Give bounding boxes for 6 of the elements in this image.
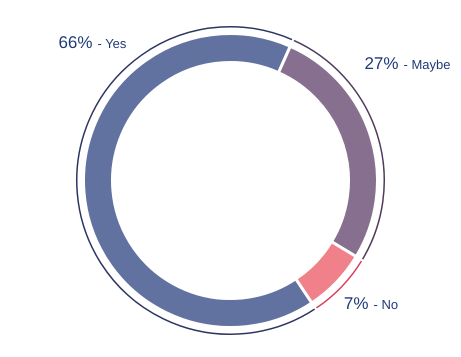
text: 27% — [364, 54, 399, 73]
slice-label: - Yes — [98, 36, 127, 51]
text: 66% — [58, 33, 93, 52]
slice-label: - No — [374, 297, 398, 312]
text: 7% — [344, 294, 369, 313]
slice-label: - Maybe — [404, 57, 450, 72]
